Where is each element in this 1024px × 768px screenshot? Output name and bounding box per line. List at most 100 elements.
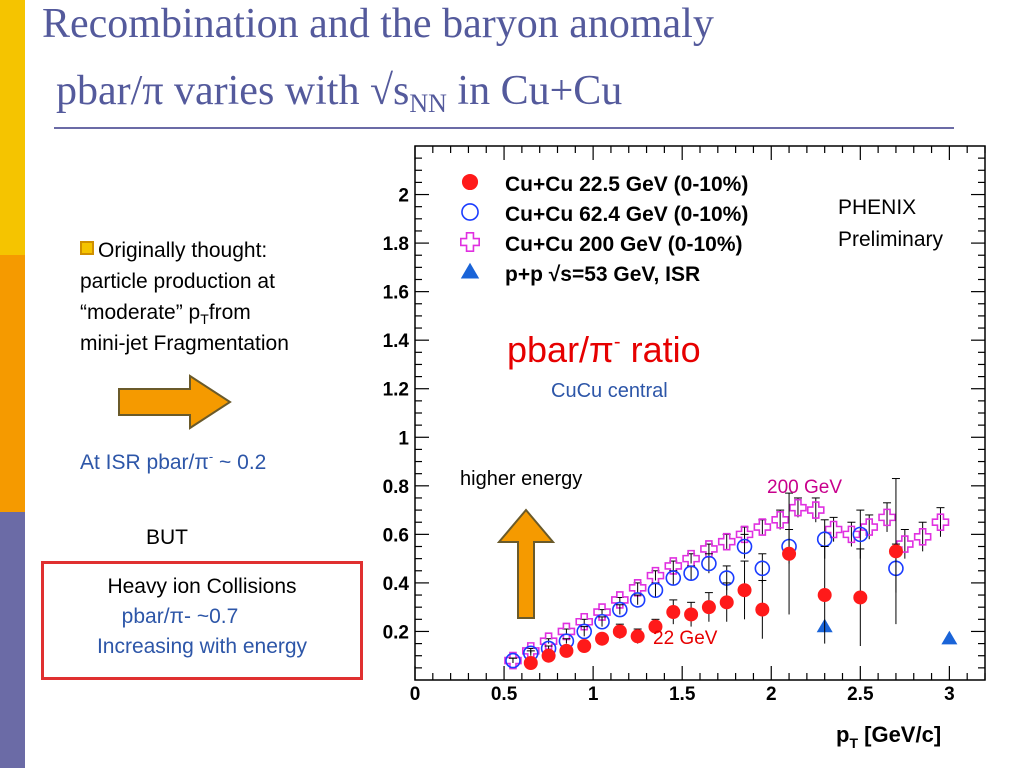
data-point bbox=[577, 639, 592, 654]
bullet-line3-subscript: T bbox=[200, 311, 209, 328]
heavy-ion-line2: pbar/π- ~0.7 bbox=[121, 605, 239, 628]
data-point bbox=[755, 602, 770, 617]
isr-note-tail: ~ 0.2 bbox=[213, 451, 267, 474]
bullet-line3-tail: from bbox=[208, 301, 251, 324]
y-tick-label: 0.8 bbox=[383, 477, 409, 498]
data-point bbox=[782, 546, 797, 561]
data-point bbox=[941, 630, 958, 645]
data-point bbox=[612, 601, 628, 618]
higher-energy-label: higher energy bbox=[460, 468, 582, 490]
data-point bbox=[737, 583, 752, 598]
isr-note-superscript: - bbox=[208, 449, 214, 464]
data-point bbox=[539, 632, 558, 650]
legend-marker bbox=[461, 173, 479, 191]
x-axis-label: pT [GeV/c] bbox=[836, 722, 941, 751]
centrality-label: CuCu central bbox=[551, 380, 668, 402]
data-point bbox=[630, 629, 645, 644]
data-point bbox=[888, 544, 903, 559]
y-tick-label: 0.2 bbox=[383, 622, 409, 643]
heavy-ion-line1: Heavy ion Collisions bbox=[107, 575, 297, 598]
bullet-line3-main: “moderate” p bbox=[80, 301, 201, 324]
y-tick-label: 1.4 bbox=[383, 331, 410, 352]
data-point bbox=[575, 612, 594, 631]
data-point bbox=[701, 555, 717, 572]
label-22-gev: 22 GeV bbox=[653, 628, 718, 649]
y-tick-label: 1 bbox=[398, 428, 409, 449]
slide-title-line1: Recombination and the baryon anomaly bbox=[42, 1, 714, 47]
label-200-gev: 200 GeV bbox=[767, 477, 842, 498]
data-point bbox=[817, 588, 832, 603]
isr-ratio-note: At ISR pbar/π- ~ 0.2 bbox=[80, 442, 266, 478]
title-line2-tail: in Cu+Cu bbox=[446, 68, 623, 114]
bullet-line1: Originally thought: bbox=[80, 236, 267, 266]
data-point bbox=[595, 631, 610, 646]
data-point bbox=[594, 613, 610, 630]
data-point bbox=[541, 648, 556, 663]
accent-bar-bottom bbox=[0, 512, 25, 768]
data-point bbox=[664, 557, 683, 575]
data-point bbox=[665, 570, 682, 586]
bullet-line1-text: Originally thought: bbox=[98, 239, 268, 262]
data-point bbox=[523, 656, 538, 671]
right-arrow-icon bbox=[118, 374, 232, 430]
legend-marker bbox=[459, 232, 481, 252]
isr-note-main: At ISR pbar/π bbox=[80, 451, 209, 474]
phenix-label: PHENIX bbox=[838, 196, 916, 219]
y-tick-label: 0.6 bbox=[383, 525, 409, 546]
x-tick-label: 2 bbox=[766, 684, 777, 705]
data-point bbox=[593, 603, 611, 621]
data-point bbox=[852, 526, 869, 543]
x-tick-label: 0.5 bbox=[491, 684, 518, 705]
data-point bbox=[666, 605, 681, 620]
heavy-ion-box: Heavy ion Collisions pbar/π- ~0.7 Increa… bbox=[41, 561, 363, 680]
slide-title-line2: pbar/π varies with √sNN in Cu+Cu bbox=[56, 69, 622, 126]
x-tick-label: 1 bbox=[588, 684, 599, 705]
data-point bbox=[789, 498, 807, 517]
title-line2-subscript: NN bbox=[409, 89, 447, 118]
data-point bbox=[735, 525, 754, 544]
bullet-line4: mini-jet Fragmentation bbox=[80, 332, 289, 355]
data-point bbox=[505, 652, 521, 669]
data-point bbox=[717, 532, 736, 551]
x-tick-label: 0 bbox=[410, 684, 421, 705]
data-point bbox=[824, 520, 843, 539]
y-tick-label: 1.8 bbox=[383, 234, 409, 255]
data-point bbox=[504, 651, 522, 670]
data-point bbox=[931, 513, 950, 532]
data-point bbox=[771, 510, 789, 529]
data-point bbox=[719, 595, 734, 610]
y-tick-label: 0.4 bbox=[383, 574, 410, 595]
up-arrow-icon bbox=[496, 508, 556, 619]
data-point bbox=[806, 501, 825, 519]
bullet-line2: particle production at bbox=[80, 270, 275, 293]
data-point bbox=[683, 565, 699, 582]
data-point bbox=[647, 582, 664, 598]
preliminary-label: Preliminary bbox=[838, 228, 944, 251]
data-point bbox=[611, 591, 629, 609]
but-label: BUT bbox=[146, 526, 188, 549]
legend-label: p+p √s=53 GeV, ISR bbox=[505, 263, 700, 286]
bullet-line3: “moderate” pTfrom bbox=[80, 298, 251, 334]
data-point bbox=[736, 538, 753, 555]
legend-label: Cu+Cu 62.4 GeV (0-10%) bbox=[505, 203, 748, 226]
data-point bbox=[629, 592, 646, 608]
data-point bbox=[612, 624, 627, 639]
title-line2-main: pbar/π varies with √s bbox=[56, 68, 410, 114]
y-tick-label: 2 bbox=[398, 186, 409, 207]
legend-marker bbox=[461, 203, 479, 221]
legend-label: Cu+Cu 22.5 GeV (0-10%) bbox=[505, 173, 748, 196]
bullet-square-icon bbox=[80, 241, 94, 255]
legend-label: Cu+Cu 200 GeV (0-10%) bbox=[505, 233, 743, 256]
data-point bbox=[559, 643, 574, 658]
data-point bbox=[576, 623, 593, 640]
data-point bbox=[878, 508, 896, 527]
y-tick-label: 1.6 bbox=[383, 283, 409, 304]
data-point bbox=[896, 535, 914, 553]
plot-frame bbox=[414, 145, 986, 681]
x-tick-label: 2.5 bbox=[847, 684, 874, 705]
accent-bar-middle bbox=[0, 255, 25, 512]
data-point bbox=[628, 578, 647, 597]
data-point bbox=[648, 619, 663, 634]
data-point bbox=[853, 590, 868, 605]
